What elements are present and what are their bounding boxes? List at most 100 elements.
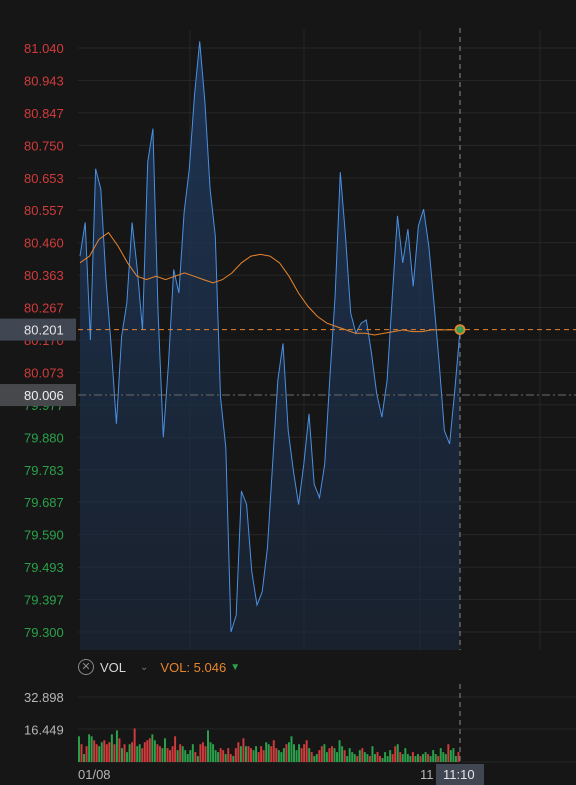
volume-bar (244, 746, 247, 762)
volume-legend-value: 5.046 (193, 659, 227, 675)
volume-bar (427, 754, 430, 762)
volume-bar (447, 744, 450, 762)
volume-bar (153, 740, 156, 762)
volume-bar (404, 748, 407, 762)
volume-bar (232, 756, 235, 762)
volume-bar (260, 746, 263, 762)
volume-bar (389, 750, 392, 762)
volume-bar (277, 750, 280, 762)
volume-bar (313, 756, 316, 762)
chevron-down-icon[interactable]: ⌄ (140, 661, 149, 673)
volume-bar (373, 754, 376, 762)
volume-bar (136, 746, 139, 762)
volume-bar (399, 752, 402, 762)
volume-bar (265, 742, 268, 762)
volume-bar (126, 752, 129, 762)
volume-bar (103, 740, 106, 762)
volume-bar (287, 742, 290, 762)
volume-bar (189, 750, 192, 762)
price-tick-label: 80.750 (24, 138, 64, 153)
volume-bar (406, 754, 409, 762)
volume-bar (300, 748, 303, 762)
volume-bar (100, 742, 103, 762)
volume-bar (184, 750, 187, 762)
volume-bar (303, 744, 306, 762)
price-area-fill (80, 41, 460, 651)
volume-bar (270, 746, 273, 762)
volume-bar (315, 754, 318, 762)
volume-bar (384, 752, 387, 762)
volume-bar (437, 756, 440, 762)
volume-bar (376, 752, 379, 762)
volume-bar (95, 744, 98, 762)
price-tick-label: 80.557 (24, 203, 64, 218)
volume-legend-label: VOL: (160, 659, 191, 675)
volume-tick-label: 16.449 (24, 723, 64, 738)
volume-bar (146, 740, 149, 762)
volume-bar (196, 756, 199, 762)
time-axis: 01/08 11 11:10 (78, 764, 484, 785)
volume-bar (174, 736, 177, 762)
volume-bar (449, 750, 452, 762)
volume-bar (457, 752, 460, 762)
volume-bar (255, 746, 258, 762)
volume-bar (356, 756, 359, 762)
volume-bar (105, 744, 108, 762)
volume-bar (343, 750, 346, 762)
volume-bar (252, 750, 255, 762)
volume-bar (224, 754, 227, 762)
volume-bar (272, 740, 275, 762)
volume-bar (267, 744, 270, 762)
volume-bar (161, 748, 164, 762)
volume-bar (371, 746, 374, 762)
volume-axis: 32.898 16.449 (24, 690, 64, 738)
volume-bar (336, 752, 339, 762)
volume-bar (381, 758, 384, 762)
volume-bar (179, 744, 182, 762)
volume-legend: VOL: 5.046 (160, 660, 226, 675)
volume-bar (123, 744, 126, 762)
volume-bar (290, 736, 293, 762)
price-tick-label: 79.397 (24, 592, 64, 607)
volume-bar (90, 736, 93, 762)
volume-bar (363, 752, 366, 762)
price-tick-label: 80.943 (24, 74, 64, 89)
volume-bar (156, 744, 159, 762)
volume-bar (110, 734, 113, 762)
reference-price-label: 80.006 (24, 388, 64, 403)
price-tick-label: 80.363 (24, 268, 64, 283)
volume-bar (83, 754, 86, 762)
volume-bar (275, 748, 278, 762)
price-tick-label: 79.590 (24, 528, 64, 543)
volume-bar (394, 746, 397, 762)
price-tick-label: 80.847 (24, 106, 64, 121)
volume-bar (250, 748, 252, 762)
volume-bar (222, 750, 225, 762)
volume-bar (338, 740, 341, 762)
volume-bar (217, 752, 220, 762)
volume-bar (227, 748, 230, 762)
volume-bar (209, 742, 212, 762)
volume-bar (194, 752, 197, 762)
volume-bar (353, 754, 356, 762)
close-circle-icon[interactable]: ✕ (78, 659, 94, 675)
volume-bar (121, 748, 123, 762)
volume-bar (237, 742, 240, 762)
volume-bar (212, 744, 215, 762)
price-tick-label: 79.493 (24, 560, 64, 575)
volume-bar (330, 746, 333, 762)
volume-indicator-bar: ✕ VOL ⌄ VOL: 5.046 ▼ (0, 655, 576, 679)
indicator-name[interactable]: VOL (100, 659, 127, 675)
volume-bar (219, 748, 222, 762)
volume-bar (80, 744, 83, 762)
volume-bar (280, 752, 283, 762)
volume-bar (148, 738, 151, 762)
last-price-label: 80.201 (24, 323, 64, 338)
volume-bar (346, 756, 349, 762)
volume-bar (143, 742, 146, 762)
volume-bar (358, 750, 361, 762)
volume-bar (285, 744, 288, 762)
price-tick-label: 79.300 (24, 625, 64, 640)
volume-bar (141, 748, 144, 762)
